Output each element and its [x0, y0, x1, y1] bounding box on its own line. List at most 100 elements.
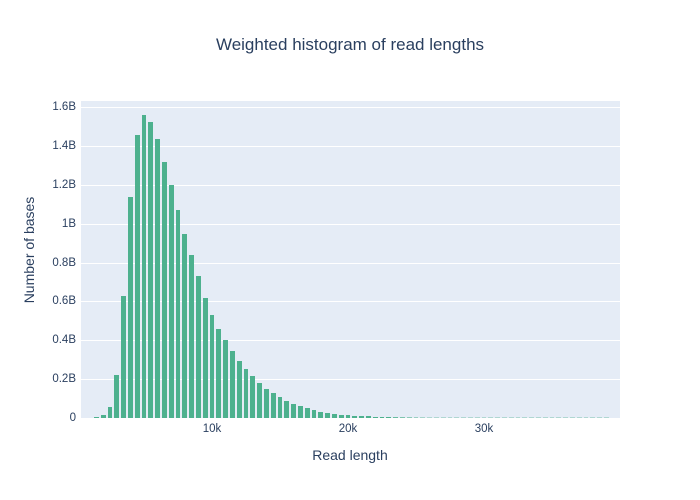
histogram-bar[interactable]	[359, 416, 365, 418]
histogram-bar[interactable]	[263, 388, 269, 418]
histogram-bar[interactable]	[406, 417, 412, 418]
histogram-bar[interactable]	[379, 416, 385, 418]
histogram-bar[interactable]	[563, 417, 569, 418]
gridline	[81, 301, 620, 303]
y-axis-title-text: Number of bases	[21, 196, 37, 304]
histogram-bar[interactable]	[481, 417, 487, 418]
histogram-bar[interactable]	[277, 397, 283, 418]
histogram-bar[interactable]	[304, 408, 310, 418]
histogram-bar[interactable]	[501, 417, 507, 418]
plot-area[interactable]	[81, 101, 620, 418]
histogram-bar[interactable]	[284, 400, 290, 418]
histogram-bar[interactable]	[522, 417, 528, 418]
histogram-bar[interactable]	[209, 315, 215, 418]
histogram-bar[interactable]	[590, 417, 596, 418]
histogram-bar[interactable]	[597, 417, 603, 418]
histogram-bar[interactable]	[216, 328, 222, 418]
histogram-bar[interactable]	[134, 135, 140, 418]
histogram-bar[interactable]	[535, 417, 541, 418]
y-tick-label: 1.6B	[52, 101, 76, 114]
histogram-bar[interactable]	[413, 417, 419, 418]
histogram-bar[interactable]	[603, 417, 609, 418]
gridline	[81, 107, 620, 109]
histogram-bar[interactable]	[236, 360, 242, 418]
histogram-bar[interactable]	[433, 417, 439, 418]
histogram-bar[interactable]	[461, 417, 467, 418]
histogram-bar[interactable]	[515, 417, 521, 418]
histogram-bar[interactable]	[195, 276, 201, 418]
histogram-bar[interactable]	[488, 417, 494, 418]
histogram-bar[interactable]	[202, 297, 208, 418]
histogram-bar[interactable]	[447, 417, 453, 418]
y-tick-label: 1B	[61, 217, 76, 230]
histogram-bar[interactable]	[148, 121, 154, 418]
histogram-bar[interactable]	[542, 417, 548, 418]
histogram-bar[interactable]	[189, 254, 195, 418]
histogram-bar[interactable]	[454, 417, 460, 418]
x-axis-title: Read length	[312, 447, 388, 463]
histogram-bar[interactable]	[467, 417, 473, 418]
histogram-bar[interactable]	[229, 350, 235, 418]
histogram-bar[interactable]	[127, 196, 133, 418]
histogram-bar[interactable]	[399, 417, 405, 418]
x-tick-label: 10k	[202, 423, 222, 435]
gridline	[81, 146, 620, 148]
histogram-bar[interactable]	[182, 234, 188, 418]
histogram-bar[interactable]	[155, 139, 161, 418]
histogram-bar[interactable]	[291, 403, 297, 418]
y-tick-label: 0.2B	[52, 373, 76, 386]
histogram-bar[interactable]	[345, 415, 351, 418]
histogram-bar[interactable]	[243, 369, 249, 418]
histogram-bar[interactable]	[576, 417, 582, 418]
histogram-bar[interactable]	[549, 417, 555, 418]
y-tick-label: 1.2B	[52, 178, 76, 191]
gridline	[81, 262, 620, 264]
histogram-bar[interactable]	[529, 417, 535, 418]
histogram-bar[interactable]	[121, 295, 127, 418]
histogram-bar[interactable]	[393, 417, 399, 418]
histogram-bar[interactable]	[420, 417, 426, 418]
histogram-bar[interactable]	[257, 383, 263, 418]
gridline	[81, 379, 620, 381]
y-tick-label: 0.6B	[52, 295, 76, 308]
gridline	[81, 223, 620, 225]
histogram-bar[interactable]	[372, 416, 378, 418]
histogram-bar[interactable]	[311, 410, 317, 418]
histogram-bar[interactable]	[556, 417, 562, 418]
histogram-bar[interactable]	[168, 184, 174, 418]
histogram-bar[interactable]	[318, 411, 324, 418]
histogram-bar[interactable]	[93, 417, 99, 418]
y-tick-label: 0.8B	[52, 256, 76, 269]
histogram-bar[interactable]	[569, 417, 575, 418]
histogram-bar[interactable]	[325, 412, 331, 418]
histogram-bar[interactable]	[508, 417, 514, 418]
histogram-bar[interactable]	[386, 417, 392, 418]
histogram-bar[interactable]	[427, 417, 433, 418]
histogram-bar[interactable]	[365, 416, 371, 418]
x-tick-label: 30k	[474, 423, 494, 435]
x-tick-label: 20k	[338, 423, 358, 435]
histogram-bar[interactable]	[250, 376, 256, 418]
gridline	[81, 340, 620, 342]
histogram-bar[interactable]	[100, 415, 106, 418]
histogram-bar[interactable]	[114, 375, 120, 418]
histogram-bar[interactable]	[223, 340, 229, 418]
histogram-bar[interactable]	[583, 417, 589, 418]
histogram-bar[interactable]	[297, 406, 303, 418]
y-tick-label: 1.4B	[52, 140, 76, 153]
histogram-bar[interactable]	[331, 413, 337, 418]
histogram-bar[interactable]	[440, 417, 446, 418]
histogram-bar[interactable]	[495, 417, 501, 418]
y-tick-label: 0.4B	[52, 334, 76, 347]
histogram-bar[interactable]	[161, 161, 167, 418]
histogram-bar[interactable]	[338, 414, 344, 418]
histogram-bar[interactable]	[107, 406, 113, 418]
histogram-bar[interactable]	[175, 210, 181, 418]
histogram-bar[interactable]	[352, 415, 358, 418]
chart-title: Weighted histogram of read lengths	[215, 35, 485, 54]
histogram-bar[interactable]	[270, 393, 276, 418]
gridline	[81, 184, 620, 186]
histogram-bar[interactable]	[474, 417, 480, 418]
histogram-bar[interactable]	[141, 114, 147, 418]
